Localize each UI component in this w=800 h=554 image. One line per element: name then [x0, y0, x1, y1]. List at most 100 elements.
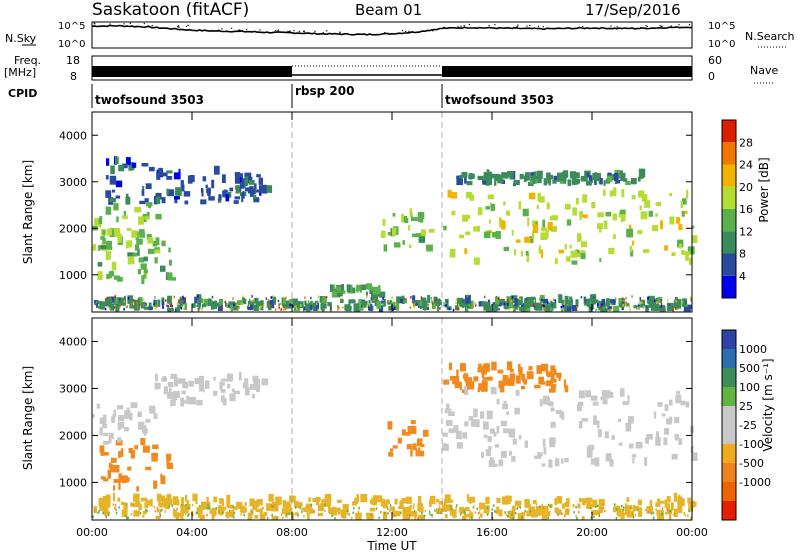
ground-scatter-point: [639, 297, 641, 300]
range-time-cell: [245, 386, 250, 396]
range-time-cell: [481, 371, 484, 378]
ground-scatter-point: [550, 505, 552, 508]
range-time-cell: [540, 249, 543, 258]
range-time-cell: [389, 506, 395, 511]
range-time-cell: [501, 220, 506, 230]
range-time-cell: [663, 428, 670, 435]
ground-scatter-point: [464, 511, 466, 514]
range-time-cell: [166, 170, 173, 174]
nsky-noise-dot: [288, 30, 291, 32]
range-time-cell: [153, 413, 158, 419]
range-time-cell: [479, 513, 483, 518]
ground-scatter-point: [144, 301, 146, 305]
colorbar-frame: [721, 329, 737, 521]
ground-scatter-point: [232, 514, 234, 518]
ground-scatter-point: [106, 297, 108, 300]
ground-scatter-point: [338, 306, 340, 309]
range-time-cell: [489, 428, 495, 434]
ground-scatter-point: [146, 509, 148, 513]
ground-scatter-point: [173, 295, 175, 299]
ground-scatter-point: [317, 295, 319, 298]
range-time-cell: [537, 452, 543, 457]
ground-scatter-point: [660, 299, 662, 302]
ground-scatter-point: [595, 308, 597, 311]
ground-scatter-point: [603, 307, 606, 311]
range-time-cell: [381, 230, 386, 238]
ground-scatter-point: [449, 506, 452, 510]
range-time-cell: [143, 256, 148, 262]
range-time-cell: [109, 228, 117, 237]
range-time-cell: [631, 454, 637, 458]
range-time-cell: [325, 498, 331, 507]
ground-scatter-point: [154, 296, 156, 299]
nsky-noise-dot: [246, 28, 248, 31]
range-time-cell: [622, 401, 629, 405]
range-time-cell: [260, 303, 264, 311]
ground-scatter-point: [388, 299, 390, 303]
range-time-cell: [402, 506, 408, 516]
range-time-cell: [148, 166, 155, 172]
range-time-cell: [236, 501, 243, 509]
ground-scatter-point: [280, 513, 283, 517]
range-time-cell: [686, 189, 689, 199]
range-time-cell: [592, 509, 599, 516]
range-time-cell: [420, 219, 424, 223]
range-time-cell: [537, 508, 541, 516]
ground-scatter-point: [123, 300, 125, 303]
range-time-cell: [487, 301, 491, 307]
range-time-cell: [515, 390, 520, 396]
range-time-cell: [266, 503, 272, 511]
range-time-cell: [578, 390, 585, 399]
ground-scatter-point: [592, 510, 595, 514]
range-time-cell: [585, 390, 592, 398]
range-time-cell: [680, 400, 686, 406]
range-time-cell: [252, 375, 259, 382]
ground-scatter-point: [413, 303, 415, 306]
ground-scatter-point: [598, 514, 600, 518]
range-time-cell: [653, 411, 657, 419]
ground-scatter-point: [594, 505, 597, 508]
ground-scatter-point: [169, 302, 171, 306]
range-time-cell: [487, 194, 494, 200]
ground-scatter-point: [121, 512, 124, 515]
range-time-cell: [256, 499, 263, 506]
ground-scatter-point: [250, 300, 253, 303]
ground-scatter-point: [413, 510, 416, 513]
ground-scatter-point: [660, 300, 662, 303]
range-time-cell: [483, 377, 488, 381]
colorbar-tick-label: 25: [739, 400, 753, 413]
ground-scatter-point: [584, 299, 587, 303]
ground-scatter-point: [292, 305, 294, 308]
ground-scatter-point: [548, 302, 551, 306]
range-time-cell: [155, 373, 158, 382]
nsky-noise-dot: [529, 24, 531, 27]
ground-scatter-point: [466, 508, 469, 512]
range-time-cell: [498, 380, 505, 389]
range-time-cell: [577, 252, 583, 258]
ground-scatter-point: [685, 301, 687, 304]
ground-scatter-point: [567, 299, 570, 303]
range-time-cell: [158, 382, 161, 390]
ground-scatter-point: [507, 514, 509, 518]
range-time-cell: [362, 300, 368, 308]
range-time-cell: [203, 298, 209, 307]
range-time-cell: [663, 437, 668, 446]
nsky-noise-dot: [468, 23, 470, 26]
x-tick-label: 16:00: [476, 526, 508, 539]
ground-scatter-point: [180, 306, 183, 310]
ground-scatter-point: [609, 308, 612, 312]
range-time-cell: [202, 176, 207, 182]
ground-scatter-point: [207, 503, 209, 507]
range-time-cell: [115, 297, 118, 304]
range-time-cell: [514, 248, 517, 256]
ground-scatter-point: [268, 304, 271, 308]
range-time-cell: [515, 375, 521, 384]
ground-scatter-point: [516, 507, 518, 510]
range-time-cell: [445, 508, 450, 512]
range-time-cell: [486, 410, 493, 420]
range-time-cell: [570, 299, 573, 305]
ground-scatter-point: [301, 510, 303, 514]
range-time-cell: [162, 498, 170, 503]
range-time-cell: [110, 303, 115, 311]
ground-scatter-point: [188, 512, 190, 516]
